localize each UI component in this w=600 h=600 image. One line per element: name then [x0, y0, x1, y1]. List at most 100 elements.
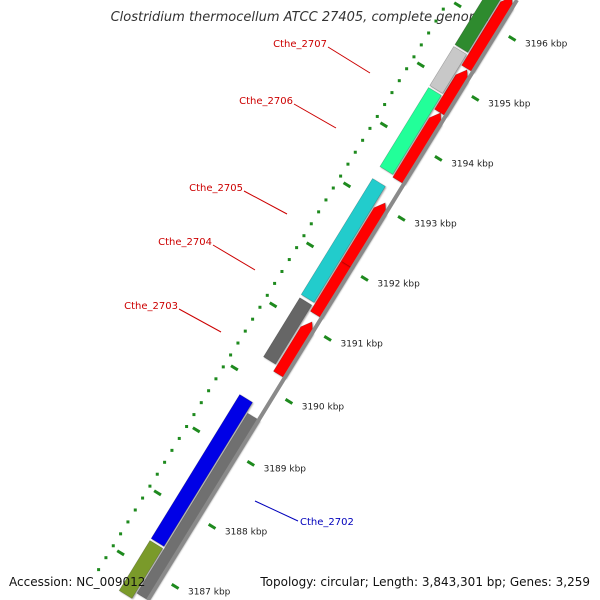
- tick-dot: [97, 568, 101, 572]
- tick-dot: [265, 293, 269, 297]
- tick-label: 3193 kbp: [414, 220, 457, 230]
- tick-mark: [207, 523, 217, 530]
- tick-dot: [295, 246, 299, 250]
- gene-labels: Cthe_2707 Cthe_2706 Cthe_2705 Cthe_2704 Cthe…: [124, 39, 371, 528]
- gene-label-leader: [327, 46, 371, 74]
- gene-label: Cthe_2707: [273, 39, 327, 50]
- tick-mark: [192, 426, 201, 434]
- tick-dot: [104, 556, 108, 560]
- tick-dot: [434, 19, 438, 23]
- tick-dot: [192, 413, 196, 417]
- tick-dot: [390, 91, 394, 95]
- tick-label: 3196 kbp: [525, 40, 568, 50]
- tick-dot: [126, 520, 130, 524]
- tick-dot: [258, 305, 262, 309]
- tick-dot: [273, 281, 277, 285]
- tick-mark: [360, 275, 369, 282]
- outer-tick-dots: [97, 7, 445, 572]
- tick-dot: [287, 258, 291, 262]
- tick-dot: [331, 186, 335, 190]
- topology-text: Topology: circular; Length: 3,843,301 bp…: [260, 575, 590, 589]
- tick-dot: [119, 532, 123, 536]
- tick-label: 3195 kbp: [488, 100, 531, 110]
- tick-mark: [153, 489, 162, 497]
- tick-mark: [416, 61, 425, 69]
- tick-dot: [148, 484, 152, 488]
- map-title: Clostridium thermocellum ATCC 27405, com…: [110, 10, 490, 25]
- accession-text: Accession: NC_009012: [9, 575, 146, 589]
- tick-dot: [324, 198, 328, 202]
- tick-dot: [412, 55, 416, 59]
- tick-dot: [353, 150, 357, 154]
- tick-mark: [453, 1, 462, 9]
- gene-label: Cthe_2705: [189, 183, 243, 194]
- tick-dot: [419, 43, 423, 47]
- tick-dot: [214, 377, 218, 381]
- tick-dot: [221, 365, 225, 369]
- tick-dot: [133, 508, 137, 512]
- backbone-line: [146, 0, 519, 600]
- tick-label: 3192 kbp: [377, 280, 420, 290]
- gene-feature: [118, 540, 164, 599]
- tick-label: 3189 kbp: [264, 465, 307, 475]
- gene-label-leader: [178, 308, 222, 333]
- tick-label: 3188 kbp: [225, 528, 268, 538]
- tick-mark: [434, 155, 443, 162]
- tick-dot: [441, 7, 445, 11]
- tick-dot: [302, 234, 306, 238]
- tick-dot: [111, 544, 115, 548]
- tick-mark: [268, 301, 278, 309]
- tick-dot: [141, 496, 145, 500]
- tick-label: 3191 kbp: [340, 340, 383, 350]
- tick-dot: [177, 436, 181, 440]
- tick-dot: [236, 341, 240, 345]
- tick-label: 3194 kbp: [451, 160, 494, 170]
- tick-label: 3187 kbp: [188, 588, 231, 598]
- gene-feature: [379, 87, 442, 175]
- tick-dot: [361, 138, 365, 142]
- tick-mark: [246, 460, 255, 467]
- tick-dot: [243, 329, 247, 333]
- gene-feature: [263, 297, 313, 365]
- gene-feature: [454, 0, 501, 53]
- gene-label: Cthe_2706: [239, 96, 293, 107]
- gene-label-leader: [243, 190, 288, 215]
- tick-dot: [405, 67, 409, 71]
- gene-label: Cthe_2703: [124, 301, 178, 312]
- tick-dot: [155, 472, 159, 476]
- tick-mark: [507, 35, 517, 42]
- tick-mark: [230, 364, 239, 372]
- tick-mark: [116, 549, 125, 557]
- tick-mark: [379, 121, 389, 129]
- tick-dot: [339, 174, 343, 178]
- gene-feature: [300, 178, 386, 303]
- tick-mark: [170, 583, 180, 590]
- tick-label: 3190 kbp: [302, 403, 345, 413]
- tick-dot: [427, 31, 431, 35]
- gene-feature: [150, 394, 253, 547]
- tick-mark: [323, 335, 332, 342]
- tick-dot: [280, 269, 284, 273]
- tick-dot: [346, 162, 350, 166]
- tick-dot: [199, 401, 203, 405]
- tick-mark: [284, 398, 294, 405]
- gene-label-leader: [293, 103, 337, 129]
- tick-dot: [163, 460, 167, 464]
- gene-feature: [429, 46, 467, 94]
- tick-mark: [305, 241, 315, 249]
- tick-dot: [368, 126, 372, 130]
- tick-dot: [309, 222, 313, 226]
- tick-mark: [342, 181, 352, 189]
- gene-label: Cthe_2704: [158, 237, 212, 248]
- tick-dot: [185, 425, 189, 429]
- tick-mark: [471, 95, 480, 102]
- tick-dot: [383, 103, 387, 107]
- tick-dot: [397, 79, 401, 83]
- gene-label-leader: [254, 500, 299, 522]
- tick-marks: 3187 kbp 3188 kbp 3189 kbp 3190 kbp 3191 kbp…: [116, 1, 568, 598]
- gene-feature: [136, 412, 260, 600]
- tick-dot: [170, 448, 174, 452]
- tick-dot: [229, 353, 233, 357]
- tick-dot: [207, 389, 211, 393]
